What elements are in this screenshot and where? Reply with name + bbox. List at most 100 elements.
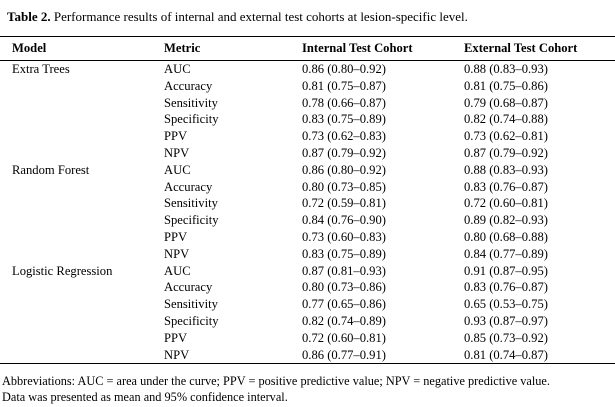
cell-external: 0.84 (0.77–0.89) [464, 246, 548, 261]
cell-internal: 0.77 (0.65–0.86) [302, 297, 386, 312]
cell-metric: NPV [164, 347, 190, 362]
cell-model: Random Forest [12, 162, 90, 177]
cell-model [0, 179, 164, 196]
cell-external: 0.83 (0.76–0.87) [464, 179, 548, 194]
table-row: Logistic Regression AUC 0.87 (0.81–0.93) 0.… [0, 263, 615, 280]
table-body: Extra Trees AUC 0.86 (0.80–0.92) 0.88 (0.83… [0, 61, 615, 364]
cell-external: 0.73 (0.62–0.81) [464, 129, 548, 144]
table-row: NPV 0.87 (0.79–0.92) 0.87 (0.79–0.92) [0, 145, 615, 162]
cell-model [0, 78, 164, 95]
cell-model [0, 246, 164, 263]
cell-internal: 0.78 (0.66–0.87) [302, 95, 386, 110]
cell-external: 0.65 (0.53–0.75) [464, 297, 548, 312]
cell-metric: Accuracy [164, 280, 213, 295]
cell-internal: 0.73 (0.62–0.83) [302, 129, 386, 144]
table-row: Sensitivity 0.72 (0.59–0.81) 0.72 (0.60–0.… [0, 195, 615, 212]
cell-metric: Specificity [164, 112, 219, 127]
cell-external: 0.83 (0.76–0.87) [464, 280, 548, 295]
cell-model: Extra Trees [12, 62, 70, 76]
table-row: PPV 0.73 (0.62–0.83) 0.73 (0.62–0.81) [0, 128, 615, 145]
table-row: Accuracy 0.80 (0.73–0.86) 0.83 (0.76–0.87) [0, 279, 615, 296]
cell-external: 0.82 (0.74–0.88) [464, 112, 548, 127]
cell-external: 0.79 (0.68–0.87) [464, 95, 548, 110]
cell-model [0, 279, 164, 296]
cell-metric: AUC [164, 263, 191, 278]
table-row: Sensitivity 0.77 (0.65–0.86) 0.65 (0.53–0.… [0, 296, 615, 313]
table-row: Specificity 0.82 (0.74–0.89) 0.93 (0.87–0.… [0, 313, 615, 330]
cell-internal: 0.82 (0.74–0.89) [302, 313, 386, 328]
cell-internal: 0.87 (0.81–0.93) [302, 263, 386, 278]
table-row: Specificity 0.84 (0.76–0.90) 0.89 (0.82–0.… [0, 212, 615, 229]
performance-table: Model Metric Internal Test Cohort Extern… [0, 36, 615, 364]
footnote-abbreviations: Abbreviations: AUC = area under the curv… [2, 374, 550, 388]
cell-model [0, 229, 164, 246]
table-row: NPV 0.86 (0.77–0.91) 0.81 (0.74–0.87) [0, 347, 615, 364]
header-external: External Test Cohort [464, 41, 578, 55]
cell-external: 0.89 (0.82–0.93) [464, 213, 548, 228]
header-row: Model Metric Internal Test Cohort Extern… [0, 36, 615, 61]
cell-metric: AUC [164, 62, 191, 76]
table-header: Model Metric Internal Test Cohort Extern… [0, 36, 615, 61]
table-row: Accuracy 0.80 (0.73–0.85) 0.83 (0.76–0.87) [0, 179, 615, 196]
cell-model [0, 145, 164, 162]
cell-model [0, 313, 164, 330]
caption-label: Table 2. [7, 9, 51, 24]
table-caption: Table 2. Performance results of internal… [7, 9, 607, 25]
cell-internal: 0.86 (0.77–0.91) [302, 347, 386, 362]
cell-internal: 0.80 (0.73–0.85) [302, 179, 386, 194]
caption-text: Performance results of internal and exte… [50, 9, 468, 24]
cell-external: 0.81 (0.75–0.86) [464, 78, 548, 93]
table-row: PPV 0.72 (0.60–0.81) 0.85 (0.73–0.92) [0, 330, 615, 347]
cell-external: 0.88 (0.83–0.93) [464, 62, 548, 76]
cell-external: 0.88 (0.83–0.93) [464, 162, 548, 177]
cell-external: 0.87 (0.79–0.92) [464, 145, 548, 160]
cell-internal: 0.87 (0.79–0.92) [302, 145, 386, 160]
cell-metric: PPV [164, 229, 188, 244]
table-row: Specificity 0.83 (0.75–0.89) 0.82 (0.74–0.… [0, 111, 615, 128]
table-row: Extra Trees AUC 0.86 (0.80–0.92) 0.88 (0.83… [0, 61, 615, 78]
cell-metric: Specificity [164, 213, 219, 228]
cell-internal: 0.86 (0.80–0.92) [302, 162, 386, 177]
cell-model [0, 195, 164, 212]
footnote-data-note: Data was presented as mean and 95% confi… [2, 389, 288, 404]
table-row: Random Forest AUC 0.86 (0.80–0.92) 0.88 (0.… [0, 162, 615, 179]
cell-metric: AUC [164, 162, 191, 177]
cell-model [0, 296, 164, 313]
cell-metric: Sensitivity [164, 95, 218, 110]
table-row: NPV 0.83 (0.75–0.89) 0.84 (0.77–0.89) [0, 246, 615, 263]
cell-internal: 0.86 (0.80–0.92) [302, 62, 386, 76]
cell-internal: 0.81 (0.75–0.87) [302, 78, 386, 93]
header-internal: Internal Test Cohort [302, 41, 413, 55]
cell-metric: Accuracy [164, 179, 213, 194]
cell-metric: Sensitivity [164, 196, 218, 211]
cell-model [0, 95, 164, 112]
header-metric: Metric [164, 41, 201, 55]
cell-model [0, 128, 164, 145]
table-footnotes: Abbreviations: AUC = area under the curv… [2, 374, 550, 405]
cell-internal: 0.73 (0.60–0.83) [302, 229, 386, 244]
cell-model [0, 212, 164, 229]
cell-external: 0.80 (0.68–0.88) [464, 229, 548, 244]
cell-internal: 0.80 (0.73–0.86) [302, 280, 386, 295]
cell-external: 0.72 (0.60–0.81) [464, 196, 548, 211]
cell-internal: 0.83 (0.75–0.89) [302, 246, 386, 261]
cell-metric: PPV [164, 330, 188, 345]
cell-metric: NPV [164, 246, 190, 261]
cell-metric: Accuracy [164, 78, 213, 93]
cell-metric: NPV [164, 145, 190, 160]
cell-internal: 0.72 (0.59–0.81) [302, 196, 386, 211]
cell-internal: 0.83 (0.75–0.89) [302, 112, 386, 127]
cell-metric: Specificity [164, 313, 219, 328]
header-model: Model [12, 41, 47, 55]
cell-metric: Sensitivity [164, 297, 218, 312]
cell-external: 0.93 (0.87–0.97) [464, 313, 548, 328]
cell-metric: PPV [164, 129, 188, 144]
cell-model: Logistic Regression [12, 263, 113, 278]
cell-model [0, 347, 164, 364]
cell-model [0, 111, 164, 128]
cell-internal: 0.84 (0.76–0.90) [302, 213, 386, 228]
table-row: PPV 0.73 (0.60–0.83) 0.80 (0.68–0.88) [0, 229, 615, 246]
table-row: Sensitivity 0.78 (0.66–0.87) 0.79 (0.68–0.… [0, 95, 615, 112]
cell-external: 0.81 (0.74–0.87) [464, 347, 548, 362]
table-row: Accuracy 0.81 (0.75–0.87) 0.81 (0.75–0.86) [0, 78, 615, 95]
